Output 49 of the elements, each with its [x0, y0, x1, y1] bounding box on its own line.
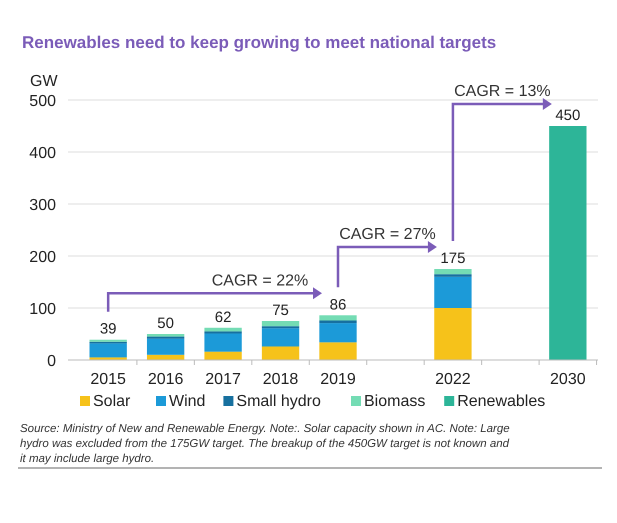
- y-tick-label: 200: [29, 249, 56, 266]
- legend-label: Solar: [93, 393, 132, 410]
- bar: [319, 323, 357, 342]
- total-label: 50: [157, 315, 174, 332]
- bar: [434, 308, 472, 360]
- bar: [146, 338, 184, 355]
- bar: [262, 346, 300, 360]
- annotation: CAGR = 13%: [454, 83, 551, 100]
- total-label: 75: [272, 302, 289, 319]
- x-tick-label: 2019: [320, 371, 356, 388]
- total-label: 62: [214, 308, 232, 326]
- bar: [434, 276, 472, 308]
- y-tick-label: 500: [29, 93, 56, 110]
- x-tick-label: 2030: [550, 371, 586, 388]
- bar: [319, 320, 357, 324]
- y-tick-label: 0: [47, 353, 56, 370]
- total-label: 450: [555, 107, 580, 124]
- annotation: CAGR = 27%: [339, 226, 436, 243]
- total-label: 86: [330, 296, 346, 314]
- bar: [204, 328, 242, 332]
- total-label: 175: [440, 250, 466, 267]
- x-tick-label: 2022: [435, 371, 471, 388]
- legend-label: Biomass: [364, 393, 426, 410]
- x-tick-label: 2015: [90, 371, 126, 388]
- legend-label: Renewables: [457, 393, 546, 410]
- bar: [319, 342, 357, 360]
- bar: [204, 352, 242, 360]
- chart-title: Renewables need to keep growing to meet national targets: [22, 33, 496, 52]
- y-tick-label: 100: [29, 301, 56, 318]
- y-tick-label: 400: [29, 145, 56, 162]
- source-note: Source: Ministry of New and Renewable Energy. Note:. Solar capacity shown in AC. Note: Large hydro was excluded from the 175GW target. The breakup of the 450GW target is not known and it may include large hydro.: [20, 423, 510, 465]
- bar: [434, 269, 472, 274]
- bar: [319, 315, 357, 320]
- legend-label: Wind: [169, 393, 206, 410]
- y-axis-title: GW: [30, 73, 58, 90]
- bar: [549, 126, 587, 360]
- bar: [434, 274, 472, 277]
- x-tick-label: 2016: [148, 371, 184, 388]
- x-tick-label: 2018: [262, 371, 298, 388]
- bar: [262, 321, 300, 326]
- y-tick-label: 300: [29, 197, 56, 214]
- x-tick-label: 2017: [205, 371, 241, 388]
- bar: [146, 334, 184, 337]
- annotation: CAGR = 22%: [212, 272, 308, 290]
- total-label: 39: [100, 320, 117, 338]
- bar: [204, 333, 242, 352]
- bar: [262, 328, 300, 346]
- bar: [89, 343, 127, 358]
- legend-label: Small hydro: [236, 393, 321, 410]
